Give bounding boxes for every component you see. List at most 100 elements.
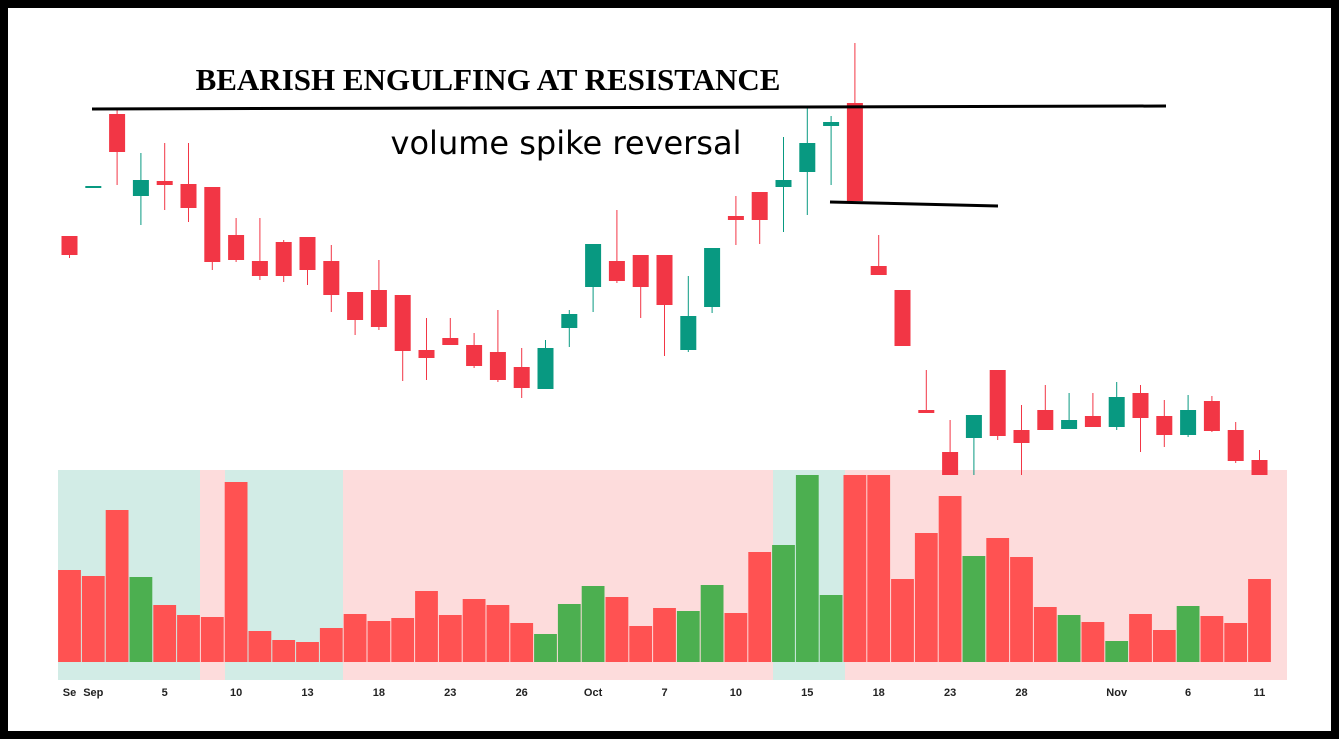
volume-bar	[1057, 615, 1081, 662]
candle-body	[275, 242, 292, 276]
x-tick-label: Oct	[584, 687, 603, 699]
volume-bar	[1200, 616, 1224, 662]
candle-body	[918, 410, 935, 413]
volume-bar	[105, 510, 129, 662]
volume-bar	[1105, 641, 1129, 662]
volume-bar	[629, 626, 653, 662]
volume-bar	[367, 621, 391, 662]
candle-body	[680, 316, 697, 350]
candle-body	[537, 348, 554, 389]
x-tick-label: 18	[873, 687, 885, 699]
volume-bar	[319, 628, 343, 662]
candle-body	[965, 415, 982, 438]
candle-body	[61, 236, 78, 255]
candle-body	[204, 187, 221, 262]
candle-body	[251, 261, 268, 276]
volume-bar	[1081, 622, 1105, 662]
candle-body	[632, 255, 649, 287]
x-tick-label: 10	[230, 687, 242, 699]
x-tick-label: 18	[373, 687, 385, 699]
volume-bar	[1033, 607, 1057, 662]
candle-body	[1108, 397, 1125, 427]
candle-body	[608, 261, 625, 281]
candle-body	[846, 103, 863, 201]
candle-body	[727, 216, 744, 220]
volume-bar	[986, 538, 1010, 662]
volume-bar	[557, 604, 581, 662]
resistance-line	[91, 104, 1167, 111]
candle-body	[1084, 416, 1101, 427]
volume-bar	[81, 576, 105, 662]
candle-body	[870, 266, 887, 275]
candle-body	[942, 452, 959, 475]
volume-bar	[415, 591, 438, 662]
x-tick-label: 15	[801, 687, 813, 699]
candle-body	[989, 370, 1006, 436]
candle-body	[799, 143, 816, 172]
x-tick-label: Se	[63, 687, 76, 699]
volume-bar	[486, 605, 510, 662]
candle-body	[704, 248, 721, 307]
candle-body	[85, 186, 102, 188]
candle-body	[561, 314, 578, 328]
candle-body	[1037, 410, 1054, 430]
volume-bar	[748, 552, 772, 662]
candle-body	[656, 255, 673, 305]
candle-body	[1132, 393, 1149, 418]
x-tick-label: 23	[444, 687, 456, 699]
x-tick-label: 7	[661, 687, 667, 699]
volume-bar	[843, 475, 867, 662]
x-tick-label: 23	[944, 687, 956, 699]
volume-bar	[581, 586, 605, 662]
volume-bar	[724, 613, 748, 662]
chart-title: BEARISH ENGULFING AT RESISTANCE	[196, 62, 781, 97]
volume	[58, 475, 1271, 662]
volume-bar	[343, 614, 367, 662]
candle-body	[347, 292, 364, 320]
candle-body	[370, 290, 387, 327]
volume-bar	[1010, 557, 1033, 662]
candle-body	[894, 290, 911, 346]
volume-bar	[58, 570, 81, 662]
volume-bar	[1248, 579, 1271, 662]
volume-bar	[962, 556, 986, 662]
x-axis: Se Sep 5 10 13 18 23 26 Oct 7 10 15 18 23 28 Nov 6 11	[63, 687, 1266, 699]
candle-body	[1013, 430, 1030, 443]
candle-body	[823, 122, 840, 126]
candle-body	[489, 352, 506, 380]
volume-bar	[462, 599, 486, 662]
x-tick-label: Nov	[1106, 687, 1128, 699]
volume-bar	[1129, 614, 1152, 662]
candle-body	[394, 295, 411, 351]
candle-body	[1227, 430, 1244, 461]
candle-body	[442, 338, 459, 345]
volume-bar	[772, 545, 795, 662]
x-tick-label: 5	[162, 687, 168, 699]
candle-body	[585, 244, 602, 287]
volume-bar	[129, 577, 153, 662]
volume-bar	[795, 475, 819, 662]
candle-body	[156, 181, 173, 185]
x-tick-label: 6	[1185, 687, 1191, 699]
volume-bar	[914, 533, 938, 662]
volume-bar	[272, 640, 296, 662]
x-tick-label: 10	[730, 687, 742, 699]
band	[58, 470, 200, 680]
candle-body	[418, 350, 435, 358]
candle-body	[1203, 401, 1220, 431]
volume-bar	[1224, 623, 1248, 662]
candle-body	[1251, 460, 1268, 475]
candle-body	[1061, 420, 1078, 429]
candle-body	[228, 235, 245, 260]
volume-bar	[653, 608, 676, 662]
candle-body	[132, 180, 149, 196]
candle-body	[513, 367, 530, 388]
chart-subtitle: volume spike reversal	[391, 124, 742, 162]
candles	[61, 43, 1268, 475]
x-tick-label: 26	[516, 687, 528, 699]
volume-bar	[867, 475, 891, 662]
volume-bar	[177, 615, 200, 662]
volume-bar	[534, 634, 557, 662]
candle-body	[180, 184, 197, 208]
